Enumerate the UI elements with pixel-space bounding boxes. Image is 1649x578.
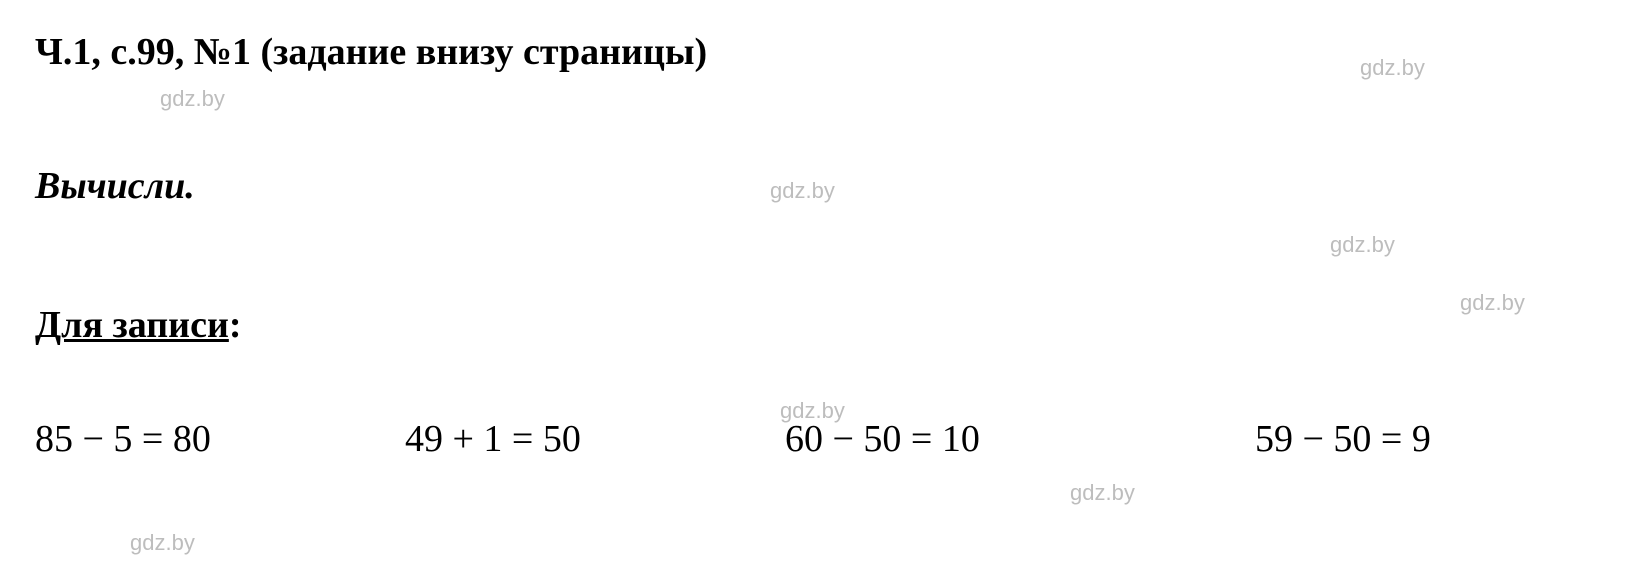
watermark: gdz.by (1330, 232, 1395, 258)
section-label: Для записи: (35, 303, 1614, 347)
watermark: gdz.by (770, 178, 835, 204)
label-underlined: Для записи (35, 304, 229, 346)
equation-2: 49 + 1 = 50 (405, 417, 785, 461)
watermark: gdz.by (780, 398, 845, 424)
watermark: gdz.by (130, 530, 195, 556)
watermark: gdz.by (1360, 55, 1425, 81)
equation-4: 59 − 50 = 9 (1255, 417, 1431, 461)
equation-3: 60 − 50 = 10 (785, 417, 1255, 461)
equation-1: 85 − 5 = 80 (35, 417, 405, 461)
label-colon: : (229, 304, 242, 346)
watermark: gdz.by (1070, 480, 1135, 506)
watermark: gdz.by (160, 86, 225, 112)
watermark: gdz.by (1460, 290, 1525, 316)
